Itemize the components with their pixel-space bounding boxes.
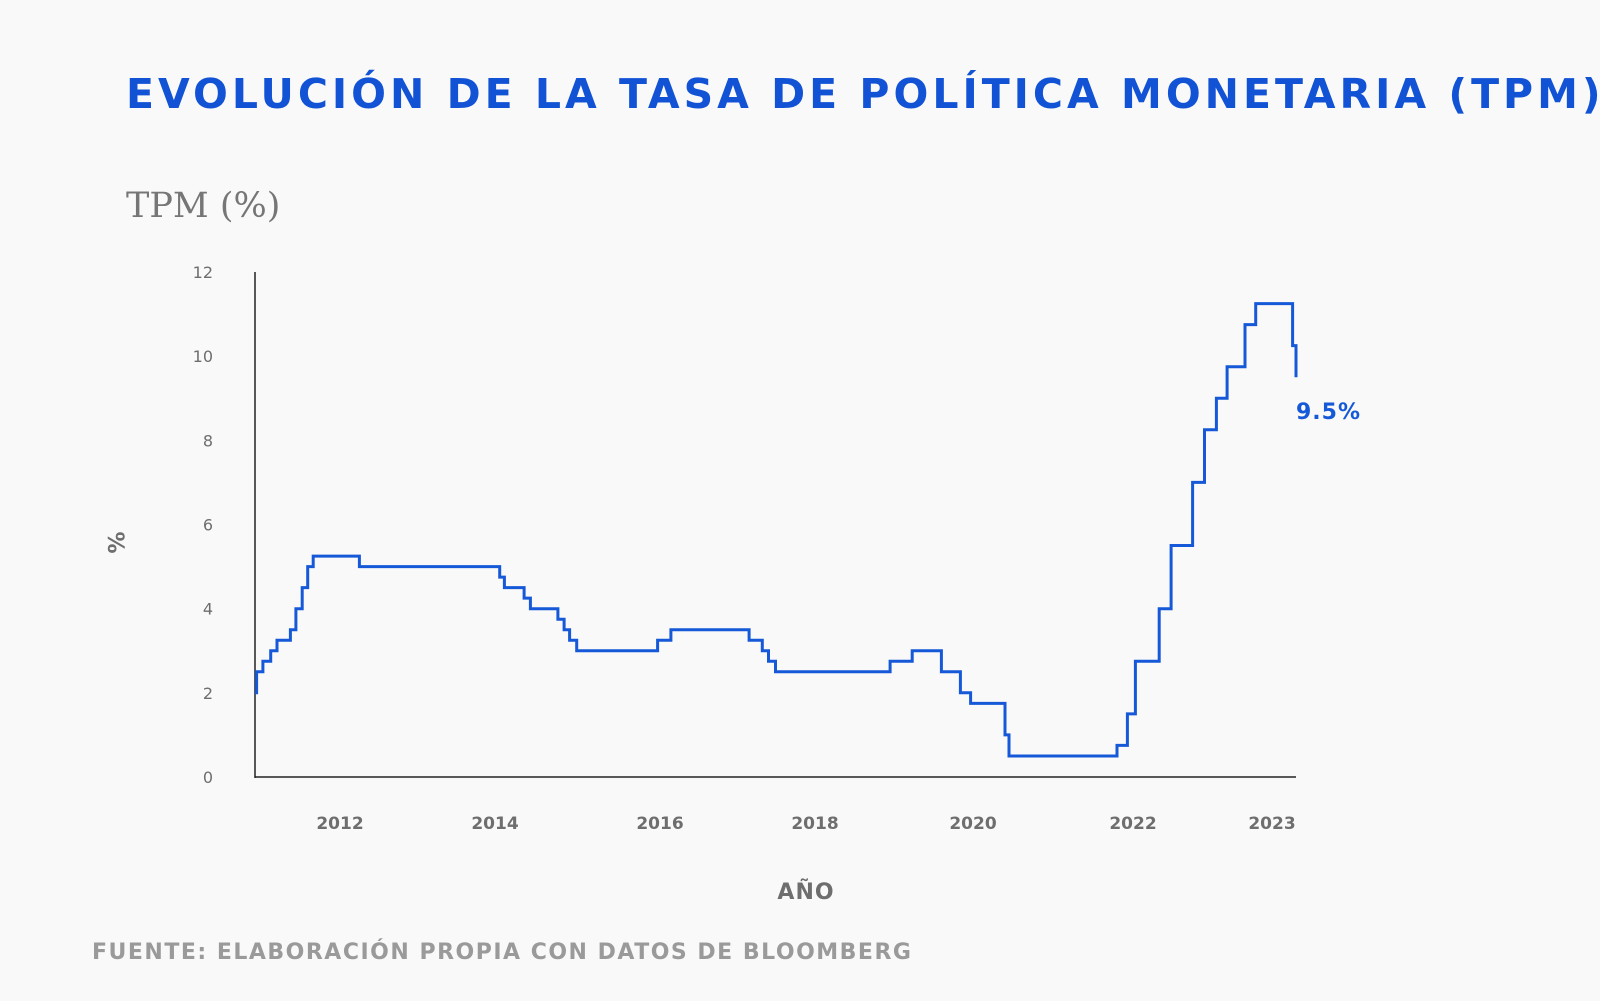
y-tick-label-2: 2 — [203, 684, 213, 703]
x-tick-labels: 2012 2014 2016 2018 2020 2022 2023 — [316, 814, 1295, 834]
y-axis-label: % — [102, 531, 127, 554]
chart-title: EVOLUCIÓN DE LA TASA DE POLÍTICA MONETAR… — [126, 70, 1600, 118]
chart-subtitle: TPM (%) — [126, 186, 281, 226]
y-tick-label-4: 4 — [203, 600, 213, 619]
x-tick-label-2012: 2012 — [316, 814, 363, 834]
x-tick-label-2018: 2018 — [791, 814, 838, 834]
y-tick-labels: 0 2 4 6 8 10 12 — [193, 263, 213, 787]
y-tick-label-8: 8 — [203, 431, 213, 450]
x-tick-label-2014: 2014 — [471, 814, 518, 834]
series-line-tpm — [255, 302, 1298, 758]
y-tick-label-0: 0 — [203, 768, 213, 787]
y-tick-label-12: 12 — [193, 263, 213, 282]
x-axis-label: AÑO — [777, 879, 834, 905]
x-tick-label-2022: 2022 — [1109, 814, 1156, 834]
y-tick-label-6: 6 — [203, 516, 213, 535]
x-tick-label-2016: 2016 — [636, 814, 683, 834]
x-tick-label-2020: 2020 — [949, 814, 996, 834]
source-note: FUENTE: ELABORACIÓN PROPIA CON DATOS DE … — [92, 940, 913, 965]
x-tick-label-2023: 2023 — [1248, 814, 1295, 834]
last-value-label: 9.5% — [1296, 400, 1361, 425]
y-tick-label-10: 10 — [193, 347, 213, 366]
